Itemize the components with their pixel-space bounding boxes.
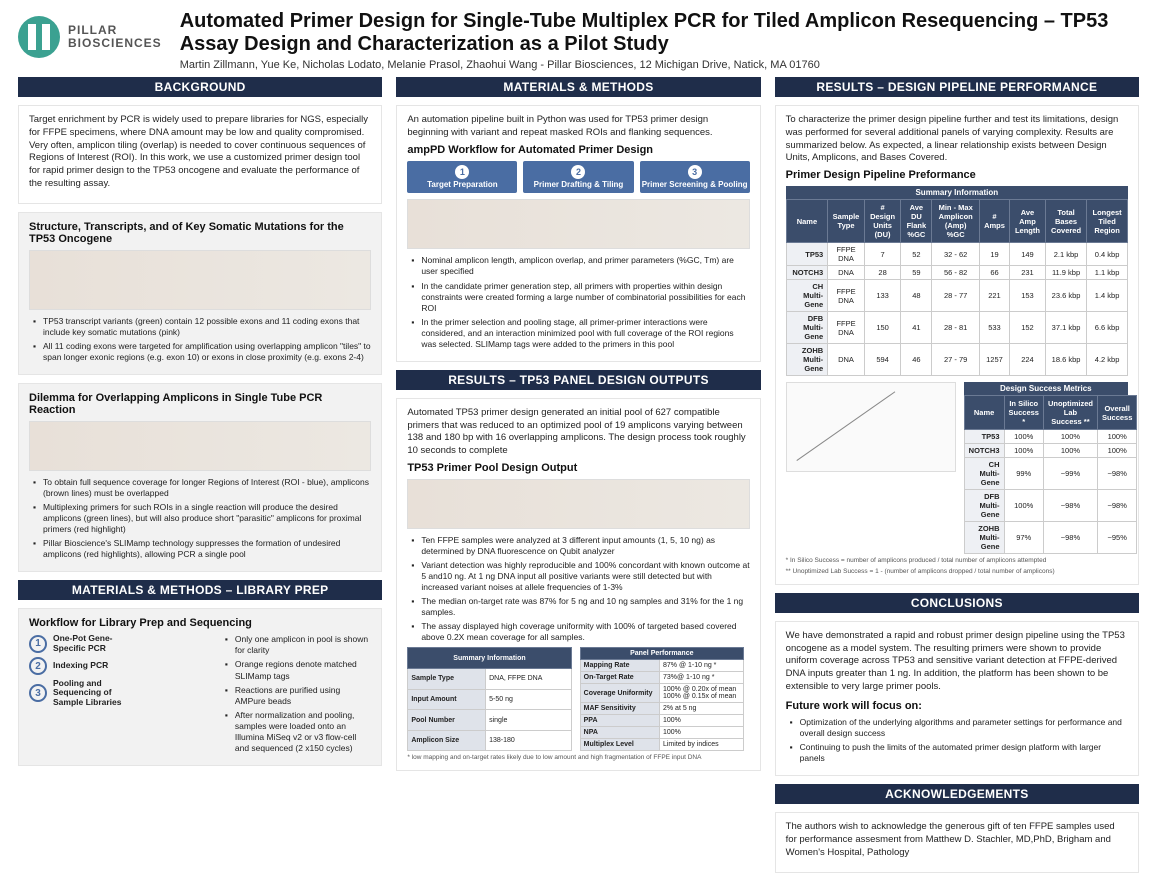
ack-panel: The authors wish to acknowledge the gene… bbox=[775, 812, 1139, 872]
wf-box-3: 3Primer Screening & Pooling bbox=[640, 161, 750, 194]
bg-sub2-b1: To obtain full sequence coverage for lon… bbox=[33, 477, 371, 499]
t1-head-bar: Summary Information bbox=[786, 186, 1128, 199]
authors: Martin Zillmann, Yue Ke, Nicholas Lodato… bbox=[180, 59, 1139, 71]
col-3: RESULTS – DESIGN PIPELINE PERFORMANCE To… bbox=[775, 77, 1139, 873]
bg-sub2-b3: Pillar Bioscience's SLIMamp technology s… bbox=[33, 538, 371, 560]
r1-b2: Variant detection was highly reproducibl… bbox=[411, 560, 749, 593]
background-text: Target enrichment by PCR is widely used … bbox=[29, 114, 371, 191]
mm-wf-title: ampPD Workflow for Automated Primer Desi… bbox=[407, 144, 749, 156]
mm-b3: In the primer selection and pooling stag… bbox=[411, 317, 749, 350]
pipeline-summary-table: NameSample Type# Design Units (DU) Ave D… bbox=[786, 199, 1128, 376]
success-metrics-table: NameIn Silico Success *Unoptimized Lab S… bbox=[964, 395, 1138, 554]
r1-b3: The median on-target rate was 87% for 5 … bbox=[411, 596, 749, 618]
bg-sub1: Structure, Transcripts, and of Key Somat… bbox=[18, 212, 382, 375]
lib-title: Workflow for Library Prep and Sequencing bbox=[29, 617, 371, 629]
mm-b2: In the candidate primer generation step,… bbox=[411, 281, 749, 314]
step3-label: Pooling and Sequencing of Sample Librari… bbox=[53, 679, 133, 707]
pp-footnote: * low mapping and on-target rates likely… bbox=[407, 754, 749, 762]
r1-b1: Ten FFPE samples were analyzed at 3 diff… bbox=[411, 535, 749, 557]
bg-sub2-b2: Multiplexing primers for such ROIs in a … bbox=[33, 502, 371, 535]
r1-b4: The assay displayed high coverage unifor… bbox=[411, 621, 749, 643]
poster-root: PILLAR BIOSCIENCES Automated Primer Desi… bbox=[0, 0, 1157, 869]
step2-label: Indexing PCR bbox=[53, 661, 133, 670]
sec-background-bar: BACKGROUND bbox=[18, 77, 382, 97]
future-b1: Optimization of the underlying algorithm… bbox=[790, 717, 1128, 739]
background-panel: Target enrichment by PCR is widely used … bbox=[18, 105, 382, 204]
step1-label: One-Pot Gene-Specific PCR bbox=[53, 634, 133, 653]
logo-text: PILLAR BIOSCIENCES bbox=[68, 24, 162, 50]
logo-icon bbox=[18, 16, 60, 58]
r1-sub: TP53 Primer Pool Design Output bbox=[407, 462, 749, 474]
r2-text: To characterize the primer design pipeli… bbox=[786, 114, 1128, 165]
lib-n4: After normalization and pooling, samples… bbox=[225, 710, 371, 754]
t2-foot1: * In Silico Success = number of amplicon… bbox=[786, 557, 1128, 565]
r2-panel: To characterize the primer design pipeli… bbox=[775, 105, 1139, 585]
concl-panel: We have demonstrated a rapid and robust … bbox=[775, 621, 1139, 776]
wf-box-2: 2Primer Drafting & Tiling bbox=[523, 161, 633, 194]
sec-concl-bar: CONCLUSIONS bbox=[775, 593, 1139, 613]
sum-info-title: Summary Information bbox=[408, 648, 571, 669]
logo-line2: BIOSCIENCES bbox=[68, 37, 162, 50]
pp-title: Panel Performance bbox=[580, 648, 743, 660]
mm-text: An automation pipeline built in Python w… bbox=[407, 114, 749, 140]
r2-sub: Primer Design Pipeline Preformance bbox=[786, 169, 1128, 181]
mm-b1: Nominal amplicon length, amplicon overla… bbox=[411, 255, 749, 277]
future-title: Future work will focus on: bbox=[786, 700, 1128, 712]
overlap-amplicon-diagram bbox=[29, 421, 371, 471]
primer-pool-diagram bbox=[407, 479, 749, 529]
future-b2: Continuing to push the limits of the aut… bbox=[790, 742, 1128, 764]
concl-text: We have demonstrated a rapid and robust … bbox=[786, 630, 1128, 694]
t2-head-bar: Design Success Metrics bbox=[964, 382, 1128, 395]
amppd-diagram bbox=[407, 199, 749, 249]
lib-n3: Reactions are purified using AMPure bead… bbox=[225, 685, 371, 707]
bg-sub1-b2: All 11 coding exons were targeted for am… bbox=[33, 341, 371, 363]
lib-panel: Workflow for Library Prep and Sequencing… bbox=[18, 608, 382, 765]
r1-text: Automated TP53 primer design generated a… bbox=[407, 407, 749, 458]
r1-text-panel: Automated TP53 primer design generated a… bbox=[396, 398, 760, 771]
sec-mm-lib-bar: MATERIALS & METHODS – LIBRARY PREP bbox=[18, 580, 382, 600]
bg-sub2: Dilemma for Overlapping Amplicons in Sin… bbox=[18, 383, 382, 572]
header: PILLAR BIOSCIENCES Automated Primer Desi… bbox=[18, 10, 1139, 71]
main-title: Automated Primer Design for Single-Tube … bbox=[180, 10, 1139, 56]
panel-performance-table: Panel Performance Mapping Rate87% @ 1-10… bbox=[580, 647, 744, 751]
logo: PILLAR BIOSCIENCES bbox=[18, 16, 162, 58]
bg-sub2-title: Dilemma for Overlapping Amplicons in Sin… bbox=[29, 392, 371, 416]
workflow-boxes: 1Target Preparation 2Primer Drafting & T… bbox=[407, 161, 749, 194]
summary-info-table: Summary Information Sample TypeDNA, FFPE… bbox=[407, 647, 571, 751]
step1-num: 1 bbox=[29, 635, 47, 653]
ack-text: The authors wish to acknowledge the gene… bbox=[786, 821, 1128, 859]
bg-sub1-b1: TP53 transcript variants (green) contain… bbox=[33, 316, 371, 338]
bg-sub1-title: Structure, Transcripts, and of Key Somat… bbox=[29, 221, 371, 245]
sec-mm-bar: MATERIALS & METHODS bbox=[396, 77, 760, 97]
col-2: MATERIALS & METHODS An automation pipeli… bbox=[396, 77, 760, 873]
tp53-structure-diagram bbox=[29, 250, 371, 310]
sec-ack-bar: ACKNOWLEDGEMENTS bbox=[775, 784, 1139, 804]
columns: BACKGROUND Target enrichment by PCR is w… bbox=[18, 77, 1139, 873]
step2-num: 2 bbox=[29, 657, 47, 675]
title-block: Automated Primer Design for Single-Tube … bbox=[180, 10, 1139, 71]
col-1: BACKGROUND Target enrichment by PCR is w… bbox=[18, 77, 382, 873]
lib-n1: Only one amplicon in pool is shown for c… bbox=[225, 634, 371, 656]
scatter-chart bbox=[786, 382, 956, 472]
t2-foot2: ** Unoptimized Lab Success = 1 - (number… bbox=[786, 568, 1128, 576]
step3-num: 3 bbox=[29, 684, 47, 702]
sec-results2-bar: RESULTS – DESIGN PIPELINE PERFORMANCE bbox=[775, 77, 1139, 97]
wf-box-1: 1Target Preparation bbox=[407, 161, 517, 194]
mm-text-panel: An automation pipeline built in Python w… bbox=[396, 105, 760, 362]
sec-results1-bar: RESULTS – TP53 PANEL DESIGN OUTPUTS bbox=[396, 370, 760, 390]
lib-n2: Orange regions denote matched SLIMamp ta… bbox=[225, 659, 371, 681]
